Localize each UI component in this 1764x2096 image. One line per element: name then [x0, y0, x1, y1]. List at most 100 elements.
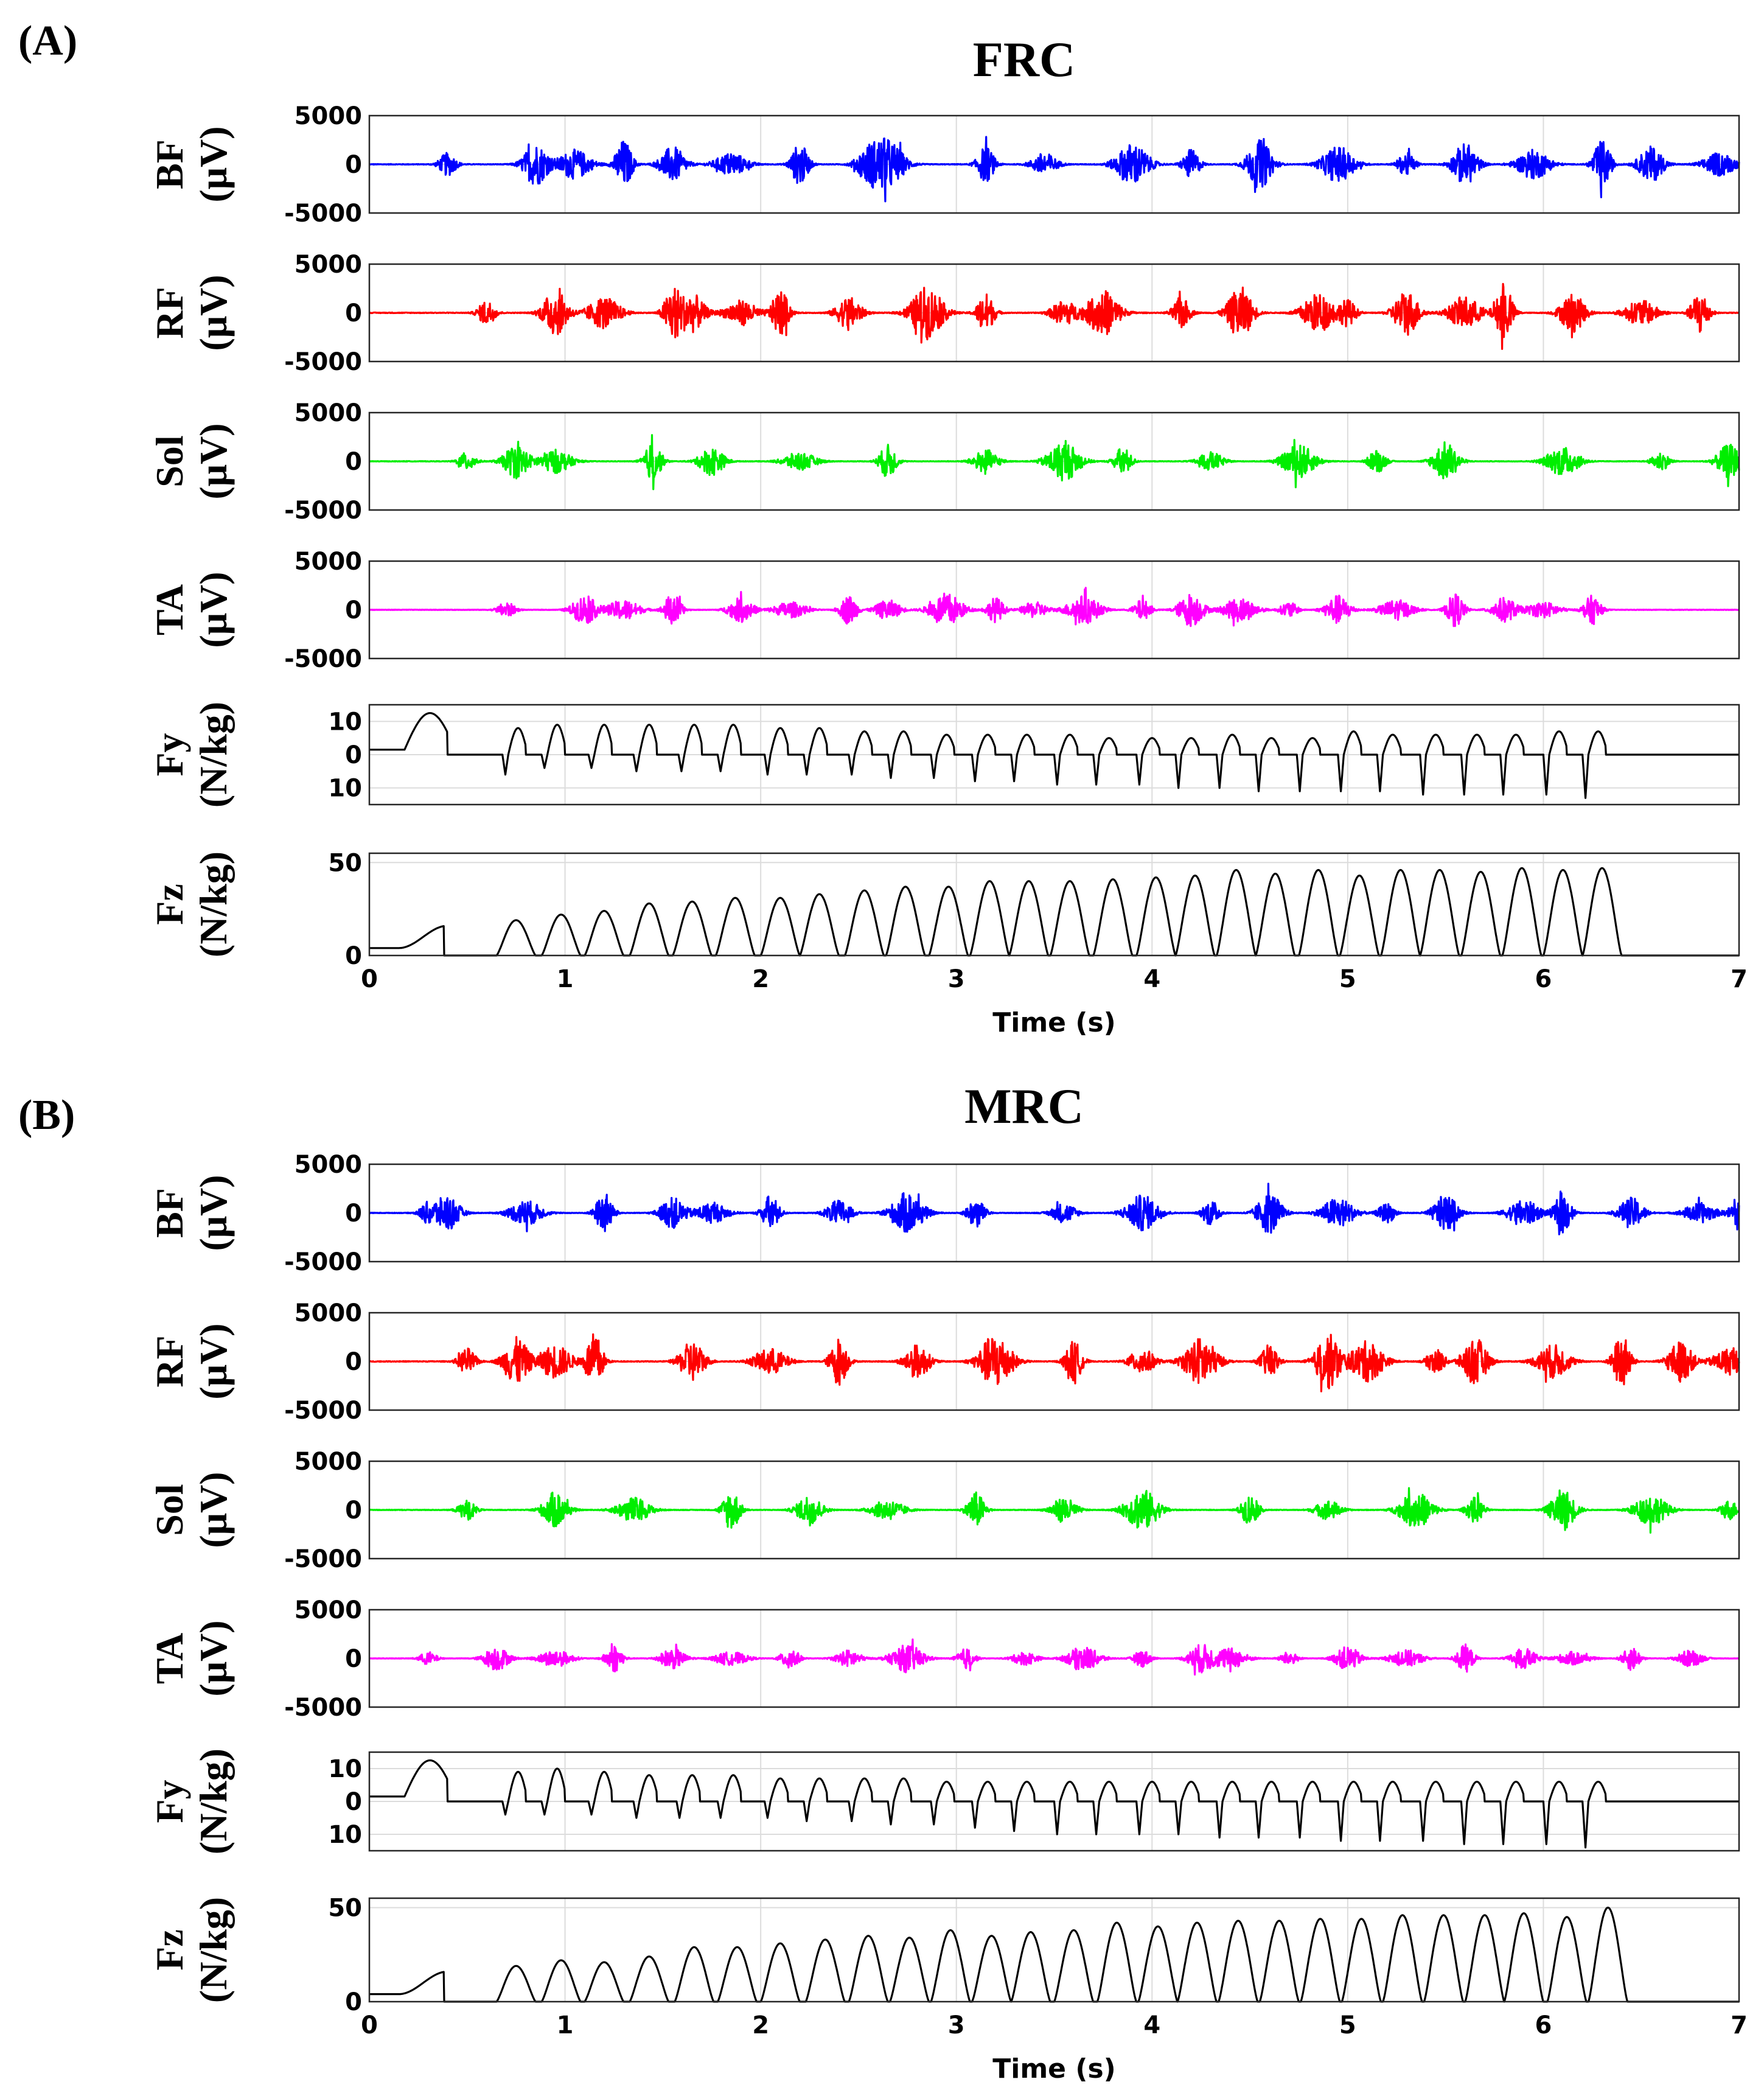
y-axis-channel-label: RF [148, 287, 191, 338]
series-ta [369, 587, 1740, 627]
chart-title: MRC [964, 1078, 1084, 1134]
series-sol [369, 434, 1740, 491]
axes-box [368, 1897, 1740, 2003]
y-axis-unit-label: (N/kg) [192, 851, 235, 957]
y-tick-label: 5000 [295, 1299, 362, 1327]
x-tick-label: 7 [1731, 965, 1748, 993]
y-axis-channel-label: Sol [148, 435, 191, 487]
y-tick-label: 0 [345, 1645, 362, 1673]
axes-box [368, 411, 1740, 511]
x-tick-label: 4 [1143, 965, 1160, 993]
y-tick-label: -5000 [284, 1694, 362, 1722]
panel-label: (A) [18, 18, 77, 65]
x-tick-label: 0 [361, 2011, 378, 2039]
y-tick-label: 0 [345, 1988, 362, 2016]
series-sol [369, 1487, 1740, 1534]
subplot-bf: 5000 0 -5000 BF (μV) [148, 1151, 1740, 1276]
y-axis-unit-label: (μV) [192, 126, 235, 202]
x-tick-label: 4 [1143, 2011, 1160, 2039]
series-rf [369, 1333, 1740, 1392]
subplot-fz: 50 0 Fz (N/kg) 0 1 2 3 4 5 6 7 Time (s) [148, 849, 1748, 1038]
y-tick-label: 50 [328, 849, 362, 877]
y-tick-label: 50 [328, 1894, 362, 1922]
x-tick-label: 5 [1339, 2011, 1356, 2039]
axes-box [368, 1163, 1740, 1263]
y-tick-label: 10 [328, 775, 362, 803]
series-bf [369, 1182, 1740, 1235]
subplot-ta: 5000 0 -5000 TA (μV) [148, 548, 1740, 673]
axes-box [368, 1460, 1740, 1560]
x-tick-label: 2 [752, 2011, 769, 2039]
x-tick-label: 3 [948, 2011, 965, 2039]
subplot-ta: 5000 0 -5000 TA (μV) [148, 1596, 1740, 1722]
panel-label: (B) [18, 1092, 75, 1139]
subplot-sol: 5000 0 -5000 Sol (μV) [148, 1448, 1740, 1573]
y-tick-label: 10 [328, 1821, 362, 1849]
x-tick-label: 1 [557, 965, 574, 993]
x-axis-label: Time (s) [992, 2053, 1116, 2084]
y-axis-channel-label: RF [148, 1335, 191, 1387]
y-tick-label: 0 [345, 741, 362, 769]
x-tick-label: 3 [948, 965, 965, 993]
y-tick-label: 10 [328, 1755, 362, 1783]
series-ta [369, 1638, 1740, 1676]
x-tick-label: 1 [557, 2011, 574, 2039]
axes-box [368, 1312, 1740, 1411]
y-tick-label: -5000 [284, 1397, 362, 1425]
y-axis-channel-label: Fy [148, 733, 191, 776]
x-tick-label: 5 [1339, 965, 1356, 993]
y-axis-channel-label: Fz [148, 884, 191, 925]
x-tick-label: 2 [752, 965, 769, 993]
series-fz [369, 867, 1740, 957]
series-fy [369, 712, 1740, 799]
axes-box [368, 263, 1740, 363]
y-axis-channel-label: BF [148, 139, 191, 189]
x-tick-label: 0 [361, 965, 378, 993]
y-tick-label: -5000 [284, 200, 362, 228]
series-fy [369, 1759, 1740, 1849]
y-axis-unit-label: (μV) [192, 1620, 235, 1696]
axes-box [368, 1609, 1740, 1708]
series-fz [369, 1906, 1740, 2003]
y-tick-label: 5000 [295, 1151, 362, 1179]
y-tick-label: 0 [345, 1497, 362, 1525]
y-axis-unit-label: (μV) [192, 1472, 235, 1548]
y-axis-unit-label: (μV) [192, 274, 235, 351]
subplot-rf: 5000 0 -5000 RF (μV) [148, 1299, 1740, 1425]
y-axis-unit-label: (N/kg) [192, 702, 235, 808]
y-tick-label: 0 [345, 1200, 362, 1228]
x-axis-label: Time (s) [992, 1007, 1116, 1038]
y-axis-channel-label: TA [148, 584, 191, 635]
axes-box [368, 1751, 1740, 1852]
y-tick-label: -5000 [284, 1545, 362, 1573]
subplot-sol: 5000 0 -5000 Sol (μV) [148, 399, 1740, 525]
y-tick-label: 0 [345, 942, 362, 970]
subplot-fy: 10 0 10 Fy (N/kg) [148, 1748, 1740, 1854]
x-tick-label: 6 [1535, 965, 1552, 993]
y-axis-unit-label: (μV) [192, 1175, 235, 1251]
y-tick-label: -5000 [284, 348, 362, 376]
axes-box [368, 852, 1740, 957]
y-tick-label: -5000 [284, 1248, 362, 1276]
y-tick-label: 0 [345, 1788, 362, 1816]
y-tick-label: -5000 [284, 497, 362, 525]
y-axis-channel-label: Fz [148, 1929, 191, 1971]
y-axis-channel-label: Sol [148, 1484, 191, 1535]
y-tick-label: 5000 [295, 251, 362, 279]
y-tick-label: 5000 [295, 1448, 362, 1476]
y-tick-label: -5000 [284, 645, 362, 673]
y-axis-unit-label: (N/kg) [192, 1748, 235, 1854]
y-tick-label: 5000 [295, 1596, 362, 1624]
subplot-fy: 10 0 10 Fy (N/kg) [148, 702, 1740, 808]
chart-title: FRC [973, 32, 1076, 87]
x-tick-label: 7 [1731, 2011, 1748, 2039]
y-axis-unit-label: (μV) [192, 423, 235, 499]
subplot-bf: 5000 0 -5000 BF (μV) [148, 102, 1740, 228]
y-tick-label: 10 [328, 708, 362, 736]
subplot-rf: 5000 0 -5000 RF (μV) [148, 251, 1740, 376]
y-axis-channel-label: TA [148, 1633, 191, 1684]
axes-box [368, 704, 1740, 806]
